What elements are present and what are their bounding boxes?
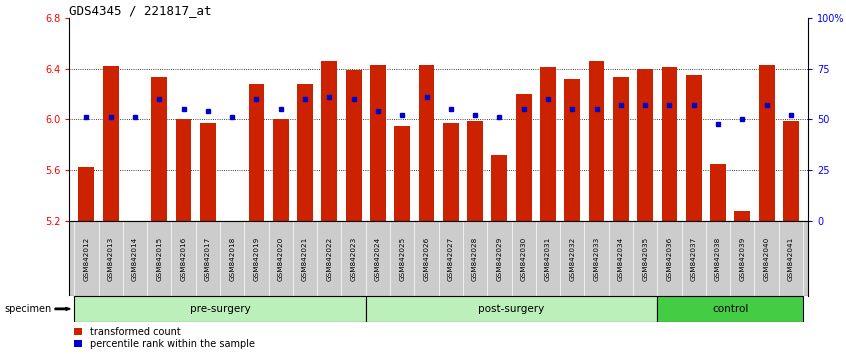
Bar	[492, 155, 508, 221]
Text: GSM842036: GSM842036	[667, 236, 673, 280]
Text: GSM842025: GSM842025	[399, 236, 405, 280]
Bar	[516, 94, 531, 221]
Bar	[370, 65, 386, 221]
Text: GSM842024: GSM842024	[375, 236, 381, 280]
Text: GSM842041: GSM842041	[788, 236, 794, 280]
Text: GSM842019: GSM842019	[254, 236, 260, 280]
Bar	[200, 123, 216, 221]
Text: GSM842018: GSM842018	[229, 236, 235, 280]
Bar	[710, 164, 726, 221]
Text: GSM842038: GSM842038	[715, 236, 721, 280]
Bar	[102, 66, 118, 221]
Bar	[564, 79, 580, 221]
Text: GSM842017: GSM842017	[205, 236, 211, 280]
Text: GSM842029: GSM842029	[497, 236, 503, 280]
Text: control: control	[712, 304, 749, 314]
Bar	[419, 65, 434, 221]
Text: GSM842033: GSM842033	[594, 236, 600, 280]
Bar	[467, 121, 483, 221]
Text: GSM842023: GSM842023	[350, 236, 357, 280]
Text: GSM842037: GSM842037	[690, 236, 697, 280]
Text: GSM842012: GSM842012	[84, 236, 90, 280]
Bar	[662, 67, 678, 221]
Text: GSM842015: GSM842015	[157, 236, 162, 280]
Bar	[346, 70, 361, 221]
Bar	[783, 121, 799, 221]
Text: GSM842039: GSM842039	[739, 236, 745, 280]
Text: specimen: specimen	[4, 304, 52, 314]
Bar	[74, 296, 365, 322]
Text: GSM842026: GSM842026	[424, 236, 430, 280]
Bar	[759, 65, 775, 221]
Bar	[657, 296, 803, 322]
Text: GSM842014: GSM842014	[132, 236, 138, 280]
Text: GSM842034: GSM842034	[618, 236, 624, 280]
Bar	[151, 78, 168, 221]
Bar	[321, 61, 338, 221]
Bar	[637, 69, 653, 221]
Text: GSM842022: GSM842022	[327, 236, 332, 280]
Bar	[249, 84, 264, 221]
Bar	[273, 120, 288, 221]
Bar	[589, 61, 604, 221]
Legend: transformed count, percentile rank within the sample: transformed count, percentile rank withi…	[74, 327, 255, 349]
Bar	[613, 78, 629, 221]
Text: GSM842027: GSM842027	[448, 236, 453, 280]
Text: GSM842016: GSM842016	[180, 236, 187, 280]
Text: GSM842021: GSM842021	[302, 236, 308, 280]
Text: post-surgery: post-surgery	[478, 304, 545, 314]
Text: GSM842028: GSM842028	[472, 236, 478, 280]
Text: pre-surgery: pre-surgery	[190, 304, 250, 314]
Text: GDS4345 / 221817_at: GDS4345 / 221817_at	[69, 4, 212, 17]
Bar	[540, 67, 556, 221]
Bar	[365, 296, 657, 322]
Text: GSM842013: GSM842013	[107, 236, 113, 280]
Bar	[443, 123, 459, 221]
Text: GSM842035: GSM842035	[642, 236, 648, 280]
Bar	[176, 120, 191, 221]
Text: GSM842030: GSM842030	[520, 236, 527, 280]
Text: GSM842031: GSM842031	[545, 236, 551, 280]
Text: GSM842032: GSM842032	[569, 236, 575, 280]
Text: GSM842040: GSM842040	[764, 236, 770, 280]
Bar	[686, 75, 701, 221]
Bar	[79, 166, 94, 221]
Bar	[734, 211, 750, 221]
Bar	[297, 84, 313, 221]
Bar	[394, 126, 410, 221]
Text: GSM842020: GSM842020	[277, 236, 283, 280]
